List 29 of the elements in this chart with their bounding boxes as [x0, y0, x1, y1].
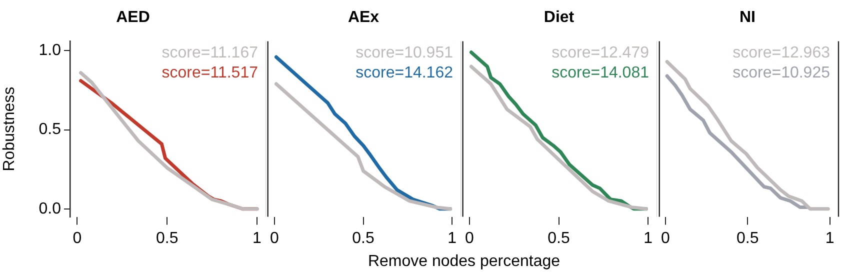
x-tick-label: 0	[270, 230, 279, 247]
y-tick-label: 0.0	[38, 200, 62, 218]
text: score=14.081	[552, 64, 650, 82]
x-tick-label: 1	[448, 230, 457, 247]
text: score=14.162	[356, 64, 454, 82]
text: score=10.951	[356, 44, 454, 62]
x-tick-label: 0.5	[736, 230, 759, 247]
x-tick-label: 1	[644, 230, 653, 247]
y-tick-label: 1.0	[38, 42, 62, 60]
chart-title: NI	[740, 9, 756, 26]
chart-title: Diet	[544, 9, 575, 26]
text: score=10.925	[732, 64, 830, 82]
text: score=11.167	[162, 44, 258, 62]
x-tick-label: 0.5	[548, 230, 570, 247]
x-tick-label: 0.5	[156, 230, 178, 247]
x-tick-label: 1	[825, 230, 834, 247]
y-axis-title: Robustness	[1, 86, 18, 172]
chart-title: AED	[116, 9, 150, 26]
x-tick-label: 1	[252, 230, 262, 247]
x-tick-label: 0.5	[352, 230, 374, 247]
y-tick-label: 0.5	[38, 121, 62, 138]
x-tick-label: 0	[660, 230, 670, 247]
x-tick-label: 0	[72, 230, 82, 247]
text: score=12.963	[732, 44, 830, 62]
chart-title: AEx	[348, 9, 380, 26]
text: score=11.517	[162, 64, 258, 82]
text: score=12.479	[552, 44, 650, 62]
x-tick-label: 0	[464, 230, 474, 247]
x-axis-title: Remove nodes percentage	[366, 253, 562, 271]
